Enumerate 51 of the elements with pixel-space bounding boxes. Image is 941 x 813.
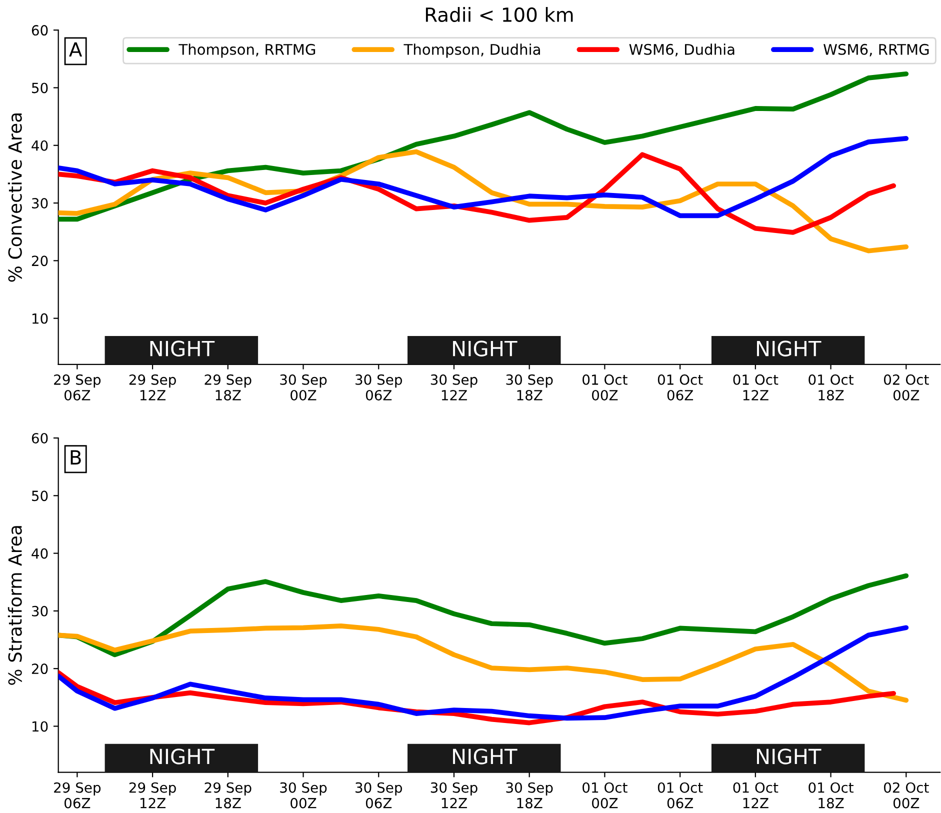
x-tick-label: 02 Oct 00Z [884, 374, 929, 400]
y-tick-label: 20 [32, 664, 48, 674]
band-label: NIGHT [150, 340, 215, 356]
x-tick-label: 30 Sep 12Z [430, 782, 478, 808]
x-tick-label: 01 Oct 12Z [733, 782, 778, 808]
y-tick-label: 60 [32, 432, 48, 444]
x-tick-label: 29 Sep 06Z [54, 782, 101, 808]
x-tick-label: 01 Oct 12Z [733, 374, 778, 400]
legend-label: WSM6, Dudhia [629, 44, 734, 56]
x-tick-label: 30 Sep 06Z [356, 374, 402, 400]
x-tick-label: 01 Oct 00Z [582, 374, 628, 400]
y-tick-label: 50 [32, 490, 48, 502]
x-tick-label: 01 Oct 18Z [808, 782, 854, 808]
y-tick-label: 50 [32, 82, 48, 94]
y-tick-label: 20 [32, 256, 48, 266]
x-tick-label: 01 Oct 18Z [808, 374, 854, 400]
y-tick-label: 40 [32, 140, 48, 151]
chart-title: Radii < 100 km [426, 6, 573, 22]
x-tick-label: 29 Sep 12Z [129, 782, 176, 808]
annotation: B [70, 450, 81, 464]
band-label: NIGHT [150, 748, 215, 764]
y-tick-label: 10 [32, 721, 48, 732]
x-tick-label: 30 Sep 06Z [356, 782, 402, 808]
y-tick-label: 30 [32, 606, 48, 616]
legend-label: WSM6, RRTMG [824, 44, 929, 56]
x-tick-label: 30 Sep 00Z [280, 782, 327, 808]
y-axis-title: % Stratiform Area [8, 526, 22, 685]
x-tick-label: 30 Sep 00Z [280, 374, 327, 400]
x-tick-label: 29 Sep 06Z [54, 374, 101, 400]
x-tick-label: 29 Sep 12Z [129, 374, 176, 400]
x-tick-label: 29 Sep 18Z [204, 374, 252, 400]
legend-label: Thompson, Dudhia [404, 44, 540, 58]
band-label: NIGHT [756, 748, 822, 764]
x-tick-label: 01 Oct 00Z [582, 782, 628, 808]
band-label: NIGHT [453, 748, 518, 764]
x-tick-label: 01 Oct 06Z [658, 782, 703, 808]
band-label: NIGHT [756, 340, 822, 356]
y-tick-label: 10 [32, 313, 48, 324]
x-tick-label: 30 Sep 18Z [506, 782, 553, 808]
legend-label: Thompson, RRTMG [178, 44, 316, 58]
annotation: A [69, 42, 82, 57]
x-tick-label: 30 Sep 18Z [506, 374, 553, 400]
x-tick-label: 02 Oct 00Z [884, 782, 929, 808]
x-tick-label: 29 Sep 18Z [204, 782, 252, 808]
y-tick-label: 30 [32, 198, 48, 208]
x-tick-label: 30 Sep 12Z [430, 374, 478, 400]
band-label: NIGHT [453, 340, 518, 356]
x-tick-label: 01 Oct 06Z [658, 374, 703, 400]
y-tick-label: 40 [32, 548, 48, 559]
y-axis-title: % Convective Area [8, 113, 22, 282]
y-tick-label: 60 [32, 25, 48, 36]
